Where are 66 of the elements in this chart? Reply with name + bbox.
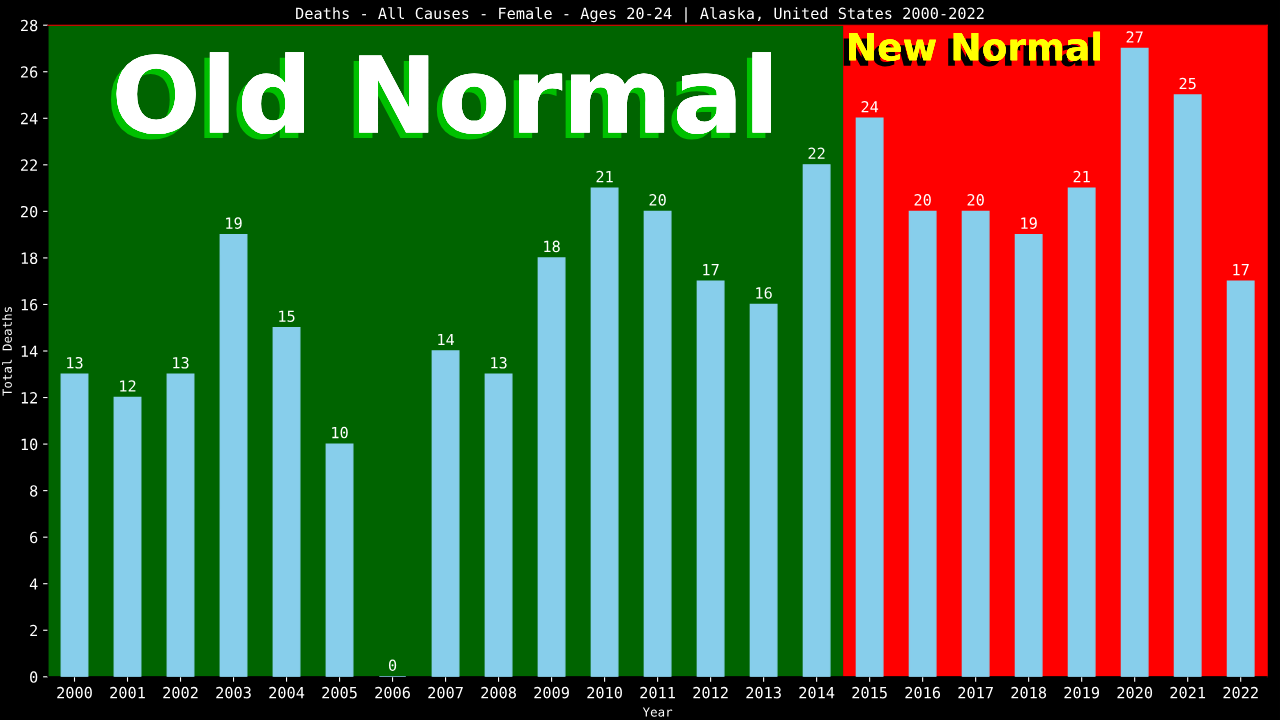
y-tick-label: 20 (21, 205, 38, 218)
y-tick-label: 26 (21, 66, 38, 78)
data-label: 16 (756, 287, 772, 299)
x-tick-label: 2006 (375, 686, 410, 699)
x-axis-title: Year (642, 707, 673, 717)
data-label: 0 (388, 659, 397, 672)
data-label: 13 (67, 356, 83, 369)
data-label: 20 (649, 194, 666, 206)
y-tick-label: 16 (21, 298, 38, 311)
data-label: 21 (596, 170, 613, 183)
data-label: 15 (279, 310, 295, 322)
data-label: 22 (808, 147, 825, 159)
data-label: 10 (332, 426, 348, 439)
data-label: 24 (861, 100, 879, 113)
data-label: 12 (120, 380, 136, 392)
y-tick-label: 12 (21, 392, 37, 404)
data-label: 20 (914, 194, 931, 206)
y-axis-title: Total Deaths (2, 307, 12, 396)
data-label: 20 (967, 194, 984, 206)
x-tick-label: 2021 (1170, 686, 1206, 699)
x-tick-label: 2008 (481, 686, 516, 699)
data-label: 13 (491, 356, 507, 369)
x-tick-label: 2010 (587, 686, 622, 699)
x-tick-label: 2009 (534, 686, 569, 699)
data-label: 25 (1179, 77, 1196, 90)
band-label: New Normal (843, 31, 1101, 67)
y-tick-label: 18 (21, 252, 38, 264)
data-label: 19 (226, 217, 242, 229)
y-tick-label: 10 (21, 438, 38, 451)
data-label: 19 (1021, 217, 1037, 229)
data-label: 17 (703, 264, 719, 276)
x-tick-label: 2002 (163, 686, 198, 699)
x-tick-label: 2004 (269, 686, 305, 699)
x-tick-label: 2012 (693, 686, 728, 699)
x-tick-label: 2016 (905, 686, 941, 699)
y-tick-label: 24 (21, 112, 38, 125)
x-tick-label: 2017 (958, 686, 993, 699)
data-label: 18 (544, 240, 560, 253)
x-tick-label: 2014 (799, 686, 835, 699)
x-tick-label: 2019 (1064, 686, 1100, 699)
y-tick-label: 22 (21, 159, 37, 171)
x-tick-label: 2011 (640, 686, 675, 699)
x-tick-label: 2005 (322, 686, 357, 699)
x-tick-label: 2007 (428, 686, 463, 699)
x-tick-label: 2001 (110, 686, 145, 699)
y-tick-label: 0 (30, 671, 38, 683)
x-tick-label: 2020 (1117, 686, 1153, 699)
data-label: 21 (1073, 170, 1090, 183)
x-tick-label: 2013 (746, 686, 781, 699)
y-tick-label: 2 (30, 624, 37, 637)
x-tick-label: 2018 (1011, 686, 1047, 699)
band-label: Old Normal (111, 52, 771, 140)
x-tick-label: 2003 (216, 686, 251, 699)
x-tick-label: 2000 (57, 686, 92, 699)
y-tick-label: 28 (21, 19, 38, 32)
x-tick-label: 2022 (1223, 686, 1258, 699)
data-label: 14 (438, 333, 455, 346)
y-tick-label: 14 (21, 345, 38, 357)
x-tick-label: 2015 (852, 686, 887, 699)
data-label: 13 (173, 356, 189, 369)
y-tick-label: 4 (29, 578, 38, 590)
chart-title: Deaths - All Causes - Female - Ages 20-24 | Alaska, United States 2000-2022 (296, 7, 984, 23)
data-label: 27 (1126, 31, 1143, 43)
data-label: 17 (1233, 264, 1249, 276)
y-tick-label: 8 (30, 485, 38, 497)
y-tick-label: 6 (30, 531, 38, 544)
